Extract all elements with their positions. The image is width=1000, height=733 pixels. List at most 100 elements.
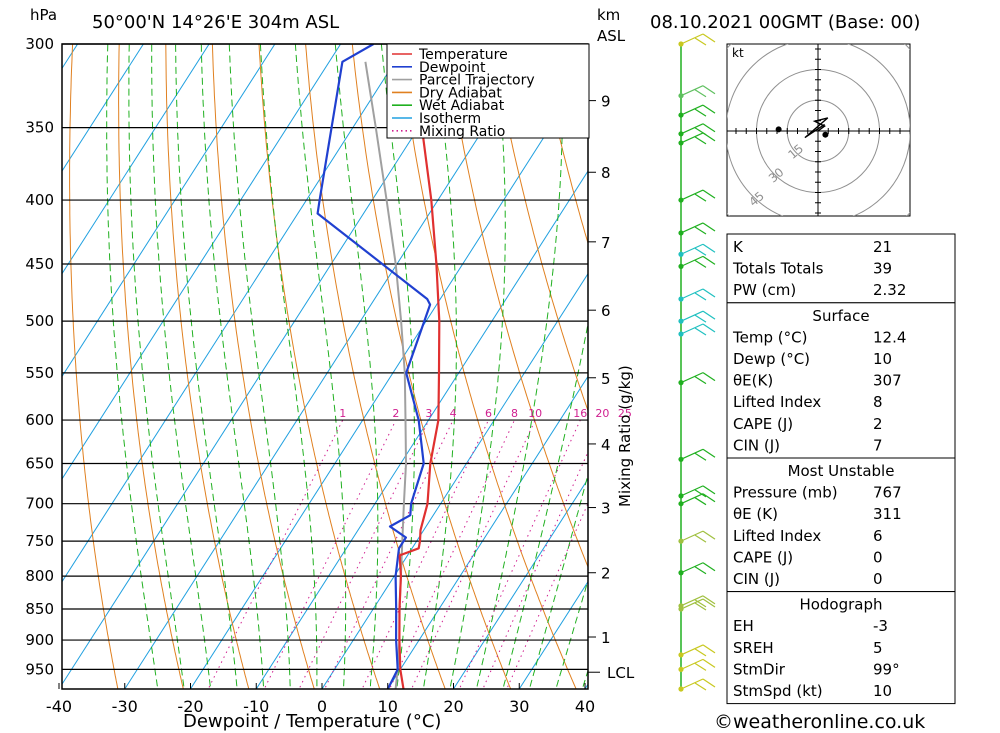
wind-barb-dot	[678, 380, 684, 386]
wind-barbs	[678, 33, 716, 692]
index-row-label: Dewp (°C)	[733, 350, 810, 368]
km-tick-label: 8	[601, 164, 611, 182]
wind-barb-dot	[678, 570, 684, 576]
dry-adiabat-line	[305, 44, 446, 689]
wind-barb-flag	[694, 314, 707, 323]
index-row-value: 0	[873, 548, 883, 566]
index-row-label: Lifted Index	[733, 393, 821, 411]
index-table	[726, 591, 956, 705]
index-row-value: 2.32	[873, 281, 906, 299]
x-tick-label: -10	[243, 697, 269, 716]
index-row-value: 12.4	[873, 328, 906, 346]
pressure-tick-label: 700	[25, 495, 54, 513]
wind-barb-flag	[702, 644, 716, 654]
mean-wind-dot	[775, 126, 782, 133]
wet-adiabat-line	[259, 44, 318, 689]
wind-barb-flag	[702, 104, 716, 114]
mixing-ratio-label: 8	[511, 407, 518, 420]
isotherm-line	[62, 44, 276, 378]
wind-barb-dot	[678, 493, 684, 499]
wet-adiabat-line	[449, 44, 506, 689]
wind-barb-shaft	[680, 189, 704, 201]
wind-barb-dot	[678, 318, 684, 324]
wind-barb-flag	[702, 323, 716, 333]
index-row-label: Totals Totals	[732, 260, 824, 278]
pressure-unit-label: hPa	[30, 6, 57, 24]
x-tick-label: 0	[317, 697, 327, 716]
wind-barb-shaft	[680, 222, 704, 234]
isotherm-line	[62, 44, 342, 480]
pressure-tick-label: 950	[25, 660, 54, 678]
mixing-ratio-label: 3	[425, 407, 432, 420]
wind-barb-flag	[702, 595, 716, 605]
wind-barb-shaft	[680, 372, 704, 384]
wind-barb-flag	[694, 648, 707, 657]
wind-barb-shaft	[680, 310, 704, 322]
wind-barb-flag	[702, 372, 716, 382]
pressure-tick-label: 900	[25, 631, 54, 649]
plot-frame	[61, 43, 589, 690]
dry-adiabat-line	[538, 44, 588, 245]
pressure-tick-label: 650	[25, 454, 54, 472]
wind-barb-shaft	[680, 598, 704, 610]
asl-label: ASL	[597, 27, 626, 45]
series-layer	[316, 44, 441, 689]
wind-barb-shaft	[680, 33, 704, 45]
dry-adiabat-line	[165, 44, 250, 689]
wind-barb-flag	[702, 310, 716, 320]
wind-barb-flag	[702, 493, 716, 503]
pressure-tick-label: 500	[25, 312, 54, 330]
mixing-ratio-label: 20	[595, 407, 609, 420]
wind-barb-dot	[678, 606, 684, 612]
x-tick-label: 10	[378, 697, 398, 716]
isotherm-line	[62, 44, 210, 275]
wind-barb-flag	[694, 534, 707, 543]
mixing-ratio-line	[506, 502, 588, 689]
wind-barb-flag	[694, 566, 707, 575]
dry-adiabat-line	[211, 44, 315, 689]
km-tick-label: 5	[601, 370, 611, 388]
index-row-value: 767	[873, 484, 902, 502]
km-tick-label: 1	[601, 629, 611, 647]
wind-barb-flag	[694, 292, 707, 301]
isotherm-line	[452, 478, 588, 689]
wind-barb-flag	[702, 255, 716, 265]
index-row-label: CAPE (J)	[733, 548, 793, 566]
wet-adiabat-line	[334, 44, 379, 689]
x-tick-label: 40	[575, 697, 595, 716]
dry-adiabat-line	[69, 44, 119, 689]
hodograph-trace	[804, 117, 829, 139]
index-row-label: CAPE (J)	[733, 415, 793, 433]
wet-adiabat-line	[528, 472, 588, 689]
hodograph-unit-label: kt	[732, 46, 744, 60]
copyright-credit: ©weatheronline.co.uk	[714, 711, 925, 733]
dewpoint-line	[316, 44, 432, 689]
x-tick-label: -30	[112, 697, 138, 716]
pressure-tick-label: 300	[25, 35, 54, 53]
wind-barb-flag	[694, 226, 707, 235]
lcl-label: LCL	[607, 664, 635, 682]
grid-layer	[62, 44, 588, 689]
wind-barb-flag	[694, 489, 707, 498]
index-row-value: 307	[873, 372, 902, 390]
x-tick-label: 20	[443, 697, 463, 716]
pressure-tick-label: 600	[25, 411, 54, 429]
wind-barb-dot	[678, 652, 684, 658]
mixing-ratio-line	[207, 419, 344, 689]
wind-barb-shaft	[680, 288, 704, 300]
wind-barb-dot	[678, 331, 684, 337]
wet-adiabat-line	[228, 44, 291, 689]
wind-barb-flag	[702, 598, 716, 608]
wind-barb-flag	[694, 193, 707, 202]
wind-barb-flag	[694, 497, 707, 506]
wind-barb-flag	[702, 243, 716, 253]
index-row-label: Pressure (mb)	[733, 484, 838, 502]
index-table-title: Most Unstable	[788, 462, 895, 480]
wind-barb-flag	[702, 658, 716, 668]
isotherm-line	[518, 580, 588, 689]
mixing-ratio-label: 2	[392, 407, 399, 420]
index-row-label: StmDir	[733, 660, 786, 678]
wind-barb-dot	[678, 41, 684, 47]
wind-barb-dot	[678, 666, 684, 672]
